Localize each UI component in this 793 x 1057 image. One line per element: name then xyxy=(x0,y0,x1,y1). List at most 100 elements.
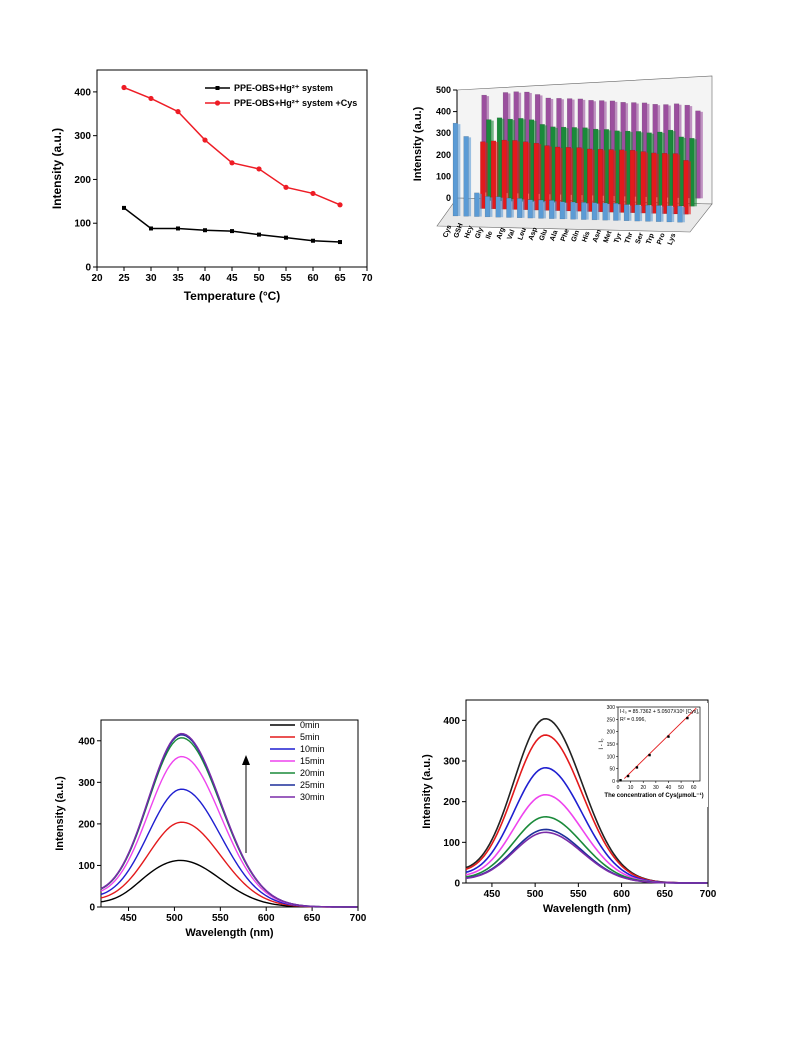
bar-side xyxy=(682,207,685,223)
category-label: Trp xyxy=(645,233,655,246)
inset-x-tick-label: 0 xyxy=(617,785,620,791)
bar-side xyxy=(613,150,617,213)
legend-label: 5min xyxy=(300,732,320,742)
data-point xyxy=(175,108,181,115)
inset-data-point xyxy=(619,779,622,782)
bar-side xyxy=(694,139,697,207)
y-tick-label: 500 xyxy=(436,85,451,95)
x-tick-label: 650 xyxy=(304,913,321,924)
bar-side xyxy=(457,124,461,216)
x-tick-label: 500 xyxy=(166,913,183,924)
bar xyxy=(576,147,582,212)
bar xyxy=(516,198,523,219)
inset-x-tick-label: 50 xyxy=(678,785,684,791)
x-tick-label: 700 xyxy=(700,889,717,900)
x-tick-label: 55 xyxy=(280,273,292,284)
x-axis-label: Wavelength (nm) xyxy=(185,927,274,939)
bar-side xyxy=(639,205,643,222)
y-tick-label: 200 xyxy=(443,797,460,808)
bar xyxy=(623,204,630,222)
y-tick-label: 200 xyxy=(78,819,95,830)
x-tick-label: 600 xyxy=(613,889,630,900)
bar-side xyxy=(596,203,600,220)
spectrum-line xyxy=(100,732,358,908)
bar-side xyxy=(532,200,536,219)
bar xyxy=(672,153,678,215)
category-label: Ile xyxy=(485,230,494,240)
inset-equation: I-I₀ = 85.7362 + 5.0507X10⁶ [Cys], xyxy=(620,709,699,715)
legend-label: 15min xyxy=(300,756,325,766)
bar xyxy=(544,145,550,211)
data-point xyxy=(284,235,288,240)
temperature-chart: 20 25 30 35 40 45 50 55 60 65 70 0 100 200 300 400 Tempe… xyxy=(50,69,373,303)
bar xyxy=(474,192,480,217)
bar-side xyxy=(677,154,681,214)
concentration-spectra-chart: 450 500 550 600 650 7000100200300400Wavelengt… xyxy=(421,699,717,915)
series-line xyxy=(123,207,341,243)
bar-side xyxy=(485,142,488,209)
y-tick-label: 100 xyxy=(78,861,95,872)
inset-y-axis-label: I - I₀ xyxy=(599,738,605,750)
bar xyxy=(565,147,571,212)
data-point xyxy=(149,226,153,231)
x-tick-label: 650 xyxy=(656,889,673,900)
bar xyxy=(619,149,625,213)
category-label: Gln xyxy=(571,230,582,243)
x-tick-label: 40 xyxy=(199,273,211,284)
bar xyxy=(555,146,561,211)
bar xyxy=(559,201,565,220)
inset-y-tick-label: 0 xyxy=(612,779,615,785)
inset-y-tick-label: 200 xyxy=(607,730,616,736)
bar xyxy=(538,199,544,219)
inset-y-tick-label: 150 xyxy=(607,742,616,748)
plot-frame xyxy=(100,719,359,908)
bar-side xyxy=(700,111,703,199)
inset-y-tick-label: 250 xyxy=(607,717,616,723)
bar-side xyxy=(602,150,606,212)
y-tick-label: 300 xyxy=(443,757,460,768)
bar xyxy=(613,203,619,221)
x-tick-label: 70 xyxy=(361,273,373,284)
y-tick-label: 0 xyxy=(89,903,95,914)
data-point xyxy=(310,190,316,197)
legend-label: 10min xyxy=(300,744,325,754)
legend-label: PPE-OBS+Hg²⁺ system xyxy=(234,83,333,93)
bar-side xyxy=(656,153,659,214)
bar xyxy=(683,160,689,215)
bar-side xyxy=(671,206,675,222)
selectivity-bar-chart-plot: 0 100 200 300 400 500 Intensity (a.u.) Cys GSHHc… xyxy=(412,75,713,246)
bar xyxy=(640,151,646,214)
category-label: Tyr xyxy=(613,232,623,244)
bar-side xyxy=(624,150,627,213)
category-label: Hcy xyxy=(464,225,475,240)
bar xyxy=(661,153,668,214)
bar-side xyxy=(560,147,563,211)
inset-r-squared: R² = 0.996, xyxy=(620,717,646,723)
x-tick-label: 20 xyxy=(91,273,103,284)
bar xyxy=(677,205,683,223)
bar-side xyxy=(688,161,691,215)
bar-side xyxy=(564,202,568,219)
data-point xyxy=(202,137,208,143)
category-label: Pro xyxy=(656,232,667,245)
bar-side xyxy=(634,151,638,213)
bar xyxy=(463,136,469,217)
y-tick-label: 300 xyxy=(436,128,451,138)
inset-x-tick-label: 30 xyxy=(653,785,659,791)
bar xyxy=(645,204,651,222)
data-point xyxy=(176,226,180,231)
category-label: GSH xyxy=(453,222,465,239)
bar xyxy=(570,201,576,220)
bar xyxy=(506,197,512,218)
bar xyxy=(549,200,555,219)
category-label: His xyxy=(581,231,591,244)
y-tick-label: 400 xyxy=(78,736,95,747)
inset-data-point xyxy=(667,735,670,738)
bar-side xyxy=(570,148,574,211)
legend-label: PPE-OBS+Hg²⁺ system +Cys xyxy=(234,98,357,108)
bar-side xyxy=(575,203,578,220)
inset-x-tick-label: 60 xyxy=(691,785,697,791)
category-label: Ser xyxy=(635,232,646,245)
x-tick-label: 550 xyxy=(570,889,587,900)
x-tick-label: 35 xyxy=(172,273,184,284)
